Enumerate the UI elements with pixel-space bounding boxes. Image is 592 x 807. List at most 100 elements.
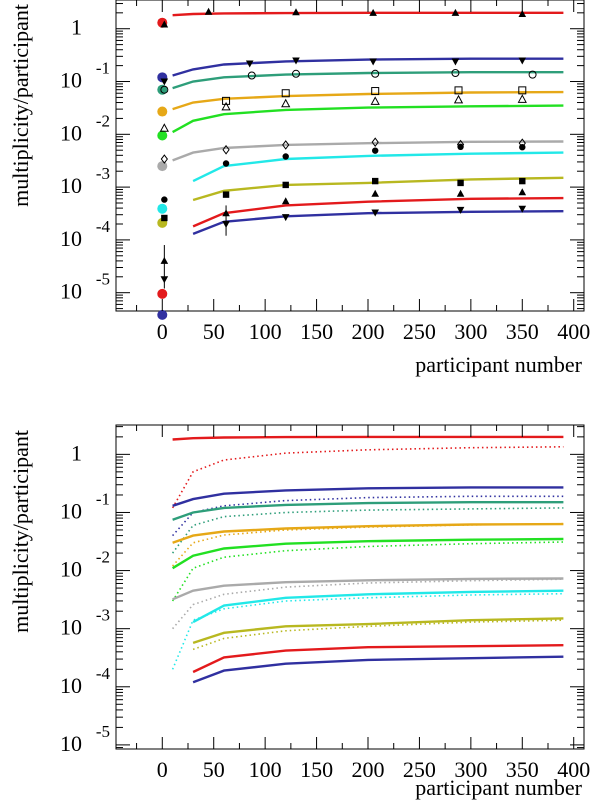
marker-triangle-up	[369, 8, 377, 16]
x-tick-label: 100	[249, 319, 282, 344]
marker-triangle-up	[518, 10, 527, 18]
y-tick-label: 10	[60, 68, 82, 93]
marker-open-circle	[292, 69, 300, 78]
series-line-0	[172, 435, 564, 441]
top-series-lines	[172, 11, 564, 236]
y-tick-label: 10	[60, 226, 82, 251]
y-tick-exponent: -2	[96, 111, 110, 130]
marker-open-triangle	[221, 101, 231, 111]
top-markers	[157, 7, 537, 320]
series-line-10	[172, 577, 564, 601]
marker-triangle-down	[369, 58, 377, 66]
series-line-17	[192, 655, 564, 684]
bottom-plot-frame	[115, 424, 585, 750]
series-line-3	[172, 90, 564, 111]
marker-triangle-down	[281, 214, 290, 222]
marker-triangle-down	[160, 78, 169, 86]
x-tick-label: 250	[403, 319, 436, 344]
marker-open-square	[222, 96, 231, 105]
marker-open-triangle	[281, 98, 291, 108]
series-line-7	[192, 176, 564, 202]
marker-filled-circle	[157, 106, 168, 117]
y-tick-exponent: -3	[96, 164, 110, 183]
y-tick-exponent: -5	[96, 722, 110, 741]
series-line-15	[192, 619, 564, 651]
y-tick-exponent: -4	[96, 664, 111, 683]
series-line-5	[172, 140, 564, 162]
series-line-8	[192, 196, 564, 228]
marker-open-diamond	[222, 144, 230, 155]
x-tick-label: 100	[249, 757, 282, 782]
x-tick-label: 350	[506, 319, 539, 344]
x-tick-label: 350	[506, 757, 539, 782]
x-tick-label: 300	[454, 757, 487, 782]
marker-triangle-up	[204, 7, 213, 15]
marker-open-square	[281, 89, 290, 98]
top-x-axis-label: participant number	[415, 352, 582, 377]
series-line-2	[172, 486, 564, 507]
series-line-16	[192, 644, 564, 674]
marker-filled-circle	[157, 203, 168, 214]
marker-open-circle	[451, 68, 460, 77]
marker-filled-circle	[372, 147, 379, 154]
marker-triangle-down	[451, 58, 460, 66]
marker-triangle-up	[456, 189, 465, 197]
marker-open-triangle	[453, 94, 464, 104]
marker-filled-circle	[161, 196, 168, 203]
marker-triangle-down	[456, 206, 465, 214]
top-y-axis-label: multiplicity/participant	[8, 4, 33, 207]
marker-triangle-down	[371, 209, 379, 217]
bottom-y-axis-label: multiplicity/participant	[8, 430, 33, 633]
series-line-1	[171, 446, 564, 509]
marker-filled-circle	[157, 84, 168, 95]
marker-filled-square	[161, 214, 168, 222]
marker-open-triangle	[370, 96, 380, 105]
marker-triangle-up	[292, 8, 300, 16]
y-tick-label: 10	[60, 673, 82, 698]
marker-triangle-up	[371, 189, 379, 197]
marker-filled-square	[282, 181, 289, 189]
series-line-8	[171, 537, 564, 570]
y-tick-exponent: -1	[96, 59, 110, 78]
marker-filled-circle	[282, 153, 289, 160]
series-line-4	[172, 104, 564, 134]
series-line-1	[172, 57, 564, 77]
marker-open-triangle	[517, 94, 527, 103]
series-line-13	[171, 592, 564, 670]
y-tick-label: 10	[60, 615, 82, 640]
marker-triangle-up	[281, 197, 290, 205]
marker-open-square	[454, 86, 463, 95]
marker-filled-circle	[457, 143, 464, 151]
x-tick-label: 300	[454, 319, 487, 344]
marker-open-diamond	[282, 140, 290, 150]
x-tick-label: 400	[557, 757, 590, 782]
marker-filled-circle	[157, 130, 168, 141]
marker-open-circle	[247, 71, 256, 80]
series-line-2	[172, 71, 564, 90]
marker-filled-circle	[157, 161, 168, 172]
x-tick-label: 250	[403, 757, 436, 782]
marker-open-circle	[528, 70, 537, 79]
bottom-series-lines	[171, 435, 564, 684]
marker-filled-circle	[519, 143, 526, 151]
y-tick-exponent: -2	[96, 548, 110, 567]
marker-open-square	[518, 86, 527, 95]
y-tick-label: 10	[60, 173, 82, 198]
marker-open-triangle	[159, 123, 169, 132]
y-tick-label: 10	[60, 498, 82, 523]
bottom-x-axis-label: participant number	[415, 775, 582, 800]
marker-triangle-down	[245, 60, 254, 68]
marker-open-diamond	[371, 137, 379, 147]
series-line-6	[192, 151, 564, 183]
marker-filled-square	[372, 177, 379, 185]
series-line-11	[171, 578, 564, 630]
y-tick-exponent: -3	[96, 606, 110, 625]
marker-open-square	[371, 87, 380, 96]
marker-triangle-up	[518, 188, 527, 196]
marker-triangle-down	[518, 57, 527, 65]
series-line-12	[192, 589, 564, 624]
marker-filled-circle	[222, 160, 230, 167]
